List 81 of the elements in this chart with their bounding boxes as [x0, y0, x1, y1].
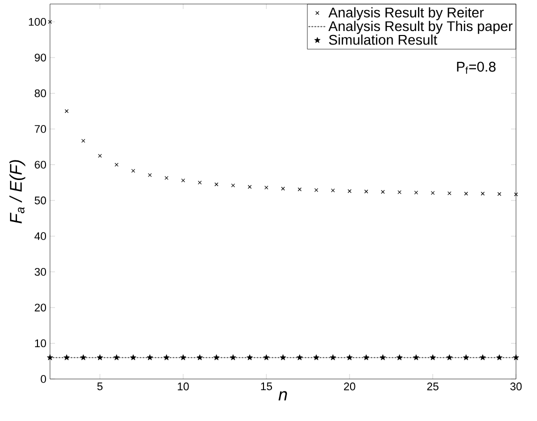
- point: [181, 178, 186, 182]
- point: [446, 354, 452, 360]
- point: [430, 354, 436, 360]
- y-tick-label: 90: [34, 54, 46, 62]
- y-tick-label: 0: [40, 375, 46, 383]
- point: [164, 176, 168, 180]
- point: [230, 354, 236, 360]
- point: [130, 354, 136, 360]
- point: [114, 162, 118, 167]
- point: [330, 354, 336, 360]
- point: [480, 192, 485, 196]
- legend-label: Simulation Result: [329, 34, 438, 45]
- point: [248, 184, 252, 189]
- point: [64, 109, 69, 114]
- x-tick-label: 10: [178, 382, 189, 390]
- point: [497, 192, 502, 196]
- point: [313, 354, 320, 360]
- y-tick-label: 60: [34, 160, 46, 169]
- point: [296, 354, 303, 360]
- y-tick-label: 40: [34, 232, 46, 240]
- point: [348, 189, 352, 194]
- point: [331, 188, 335, 192]
- point: [198, 180, 202, 184]
- point: [64, 354, 70, 360]
- point: [96, 354, 103, 360]
- point: [214, 182, 218, 186]
- point: [280, 354, 286, 360]
- point: [131, 168, 136, 173]
- y-tick-label: 50: [34, 196, 46, 204]
- point: [430, 191, 435, 195]
- point: [514, 192, 518, 196]
- point: [281, 186, 285, 191]
- y-tick-label: 30: [34, 268, 46, 276]
- legend-label: Analysis Result by Reiter: [328, 7, 484, 20]
- point: [363, 354, 370, 360]
- point: [346, 354, 353, 360]
- y-axis-title: F$_{a}$ / E(F): [9, 160, 26, 224]
- point: [414, 190, 418, 194]
- point: [380, 190, 385, 194]
- point: [463, 354, 470, 360]
- point: [231, 184, 236, 188]
- y-tick-label: 20: [34, 304, 46, 312]
- point: [448, 191, 452, 196]
- point: [364, 190, 368, 194]
- point: [396, 354, 403, 360]
- point: [48, 20, 52, 24]
- y-tick-label: 10: [35, 339, 46, 348]
- point: [148, 173, 152, 177]
- x-tick-label: 15: [261, 382, 272, 390]
- point: [298, 187, 302, 192]
- x-tick-label: 20: [344, 382, 356, 390]
- x-axis-title: n: [278, 391, 287, 400]
- legend-label: Analysis Result by This paper: [328, 20, 513, 34]
- point: [213, 354, 220, 360]
- y-tick-label: 70: [34, 125, 46, 133]
- point: [314, 188, 318, 192]
- point: [263, 354, 270, 360]
- point: [380, 354, 386, 360]
- point: [114, 354, 120, 360]
- point: [413, 354, 420, 360]
- point: [398, 190, 402, 194]
- point: [163, 354, 170, 360]
- point: [146, 354, 153, 360]
- point: [46, 354, 54, 360]
- x-tick-label: 30: [510, 382, 522, 390]
- point: [180, 354, 186, 360]
- y-tick-label: 80: [34, 89, 46, 98]
- point: [464, 192, 468, 196]
- x-tick-label: 5: [97, 382, 103, 390]
- x-tick-label: 25: [427, 382, 438, 390]
- point: [81, 138, 86, 143]
- y-tick-label: 100: [28, 18, 46, 26]
- point: [196, 354, 203, 360]
- point: [480, 354, 486, 360]
- point: [512, 354, 520, 360]
- point: [80, 354, 86, 360]
- point: [496, 354, 502, 360]
- annotation: P$_{f}$=0.8: [457, 62, 496, 74]
- point: [98, 154, 102, 158]
- point: [264, 186, 268, 190]
- point: [246, 354, 253, 360]
